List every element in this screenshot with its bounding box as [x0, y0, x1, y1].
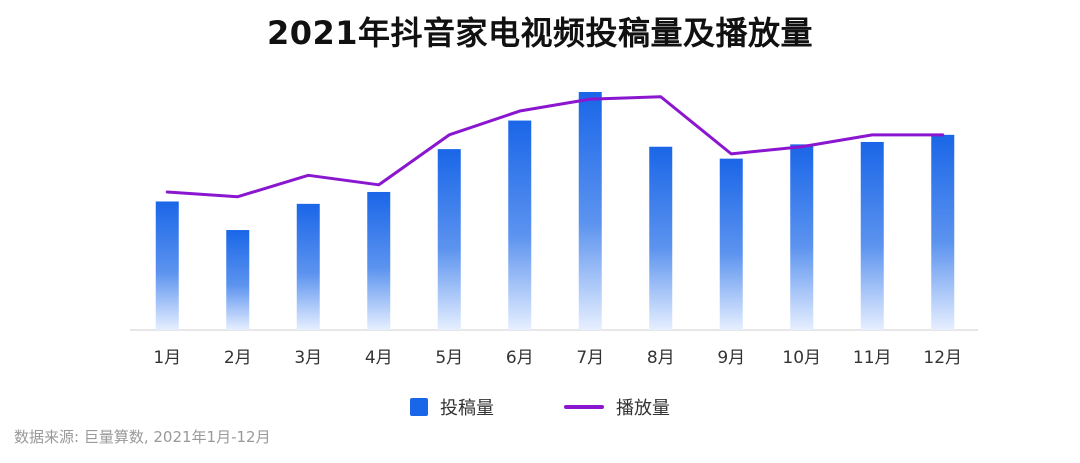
bar-2 [226, 230, 250, 330]
legend-bar-swatch [410, 398, 428, 416]
bar-1 [155, 201, 179, 330]
bar-6 [508, 120, 532, 330]
bar-10 [790, 144, 814, 330]
legend-bar-label: 投稿量 [440, 398, 494, 419]
bar-7 [578, 92, 602, 330]
legend-item-bar: 投稿量 [410, 394, 494, 420]
source-note: 数据来源: 巨量算数, 2021年1月-12月 [14, 428, 271, 446]
x-tick-label: 5月 [435, 348, 463, 368]
x-tick-label: 8月 [647, 348, 675, 368]
x-tick-label: 1月 [153, 348, 181, 368]
x-tick-label: 7月 [576, 348, 604, 368]
x-tick-label: 12月 [923, 348, 962, 368]
chart-title: 2021年抖音家电视频投稿量及播放量 [266, 14, 814, 52]
legend-item-line: 播放量 [564, 394, 670, 420]
bar-5 [437, 149, 461, 330]
bar-12 [931, 134, 955, 330]
x-tick-label: 3月 [294, 348, 322, 368]
bar-9 [719, 158, 743, 330]
x-tick-label: 11月 [853, 348, 892, 368]
legend: 投稿量 播放量 [0, 394, 1080, 420]
bar-3 [296, 203, 320, 330]
x-tick-label: 2月 [224, 348, 252, 368]
bar-8 [649, 146, 673, 330]
bar-4 [367, 191, 391, 330]
chart-area: 1月 2月 3月 4月 5月 6月 7月 8月 9月 10月 11月 12月 [130, 92, 978, 368]
bar-11 [860, 141, 884, 330]
x-tick-label: 4月 [365, 348, 393, 368]
legend-line-swatch [564, 405, 604, 409]
series-line-播放量 [165, 95, 945, 199]
legend-line-label: 播放量 [616, 398, 670, 419]
x-tick-label: 9月 [717, 348, 745, 368]
x-tick-label: 6月 [506, 348, 534, 368]
x-tick-label: 10月 [782, 348, 821, 368]
